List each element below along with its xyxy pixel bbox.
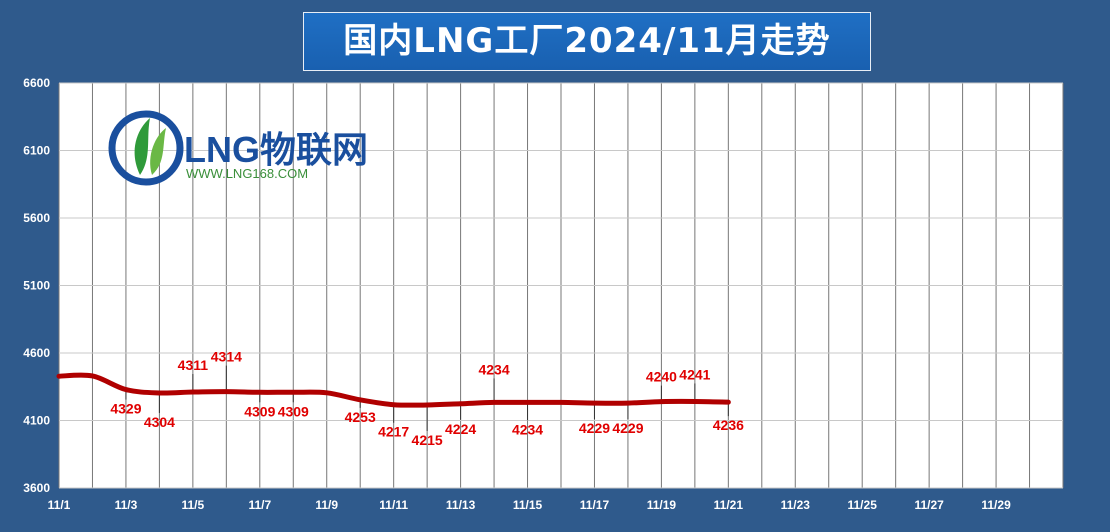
x-tick-label: 11/1	[48, 498, 71, 512]
data-label: 4309	[278, 403, 309, 419]
x-tick-label: 11/23	[781, 498, 811, 512]
data-label: 4229	[579, 420, 610, 436]
x-tick-label: 11/13	[446, 498, 476, 512]
x-tick-label: 11/25	[848, 498, 878, 512]
logo-leaf-icon	[150, 128, 166, 175]
x-tick-label: 11/9	[315, 498, 338, 512]
data-label: 4241	[679, 366, 710, 382]
x-tick-label: 11/29	[981, 498, 1011, 512]
data-label: 4314	[211, 349, 242, 365]
data-label: 4234	[478, 361, 509, 377]
x-tick-label: 11/19	[647, 498, 677, 512]
data-label: 4224	[445, 421, 476, 437]
x-tick-label: 11/21	[714, 498, 744, 512]
y-tick-label: 5100	[23, 279, 50, 293]
y-tick-label: 6600	[23, 76, 50, 90]
data-label: 4309	[244, 403, 275, 419]
data-label: 4236	[713, 417, 744, 433]
x-tick-label: 11/11	[379, 498, 408, 512]
chart-title: 国内LNG工厂2024/11月走势	[303, 12, 871, 71]
logo-brand: LNG物联网	[184, 129, 368, 170]
logo-leaf-icon	[134, 118, 150, 175]
y-tick-label: 6100	[23, 144, 50, 158]
data-label: 4240	[646, 369, 677, 385]
grid-lines	[58, 82, 1064, 489]
data-label: 4217	[378, 424, 409, 440]
y-tick-label: 5600	[23, 211, 50, 225]
logo-ring	[108, 110, 184, 186]
lng-logo: LNG物联网 WWW.LNG168.COM	[108, 110, 368, 186]
y-tick-label: 4600	[23, 346, 50, 360]
data-label: 4229	[612, 420, 643, 436]
y-axis-ticks: 3600 4100 4600 5100 5600 6100 6600	[23, 76, 50, 495]
x-axis-ticks: 11/1 11/3 11/5 11/7 11/9 11/11 11/13 11/15 11/17…	[48, 498, 1011, 512]
logo-url: WWW.LNG168.COM	[186, 166, 308, 181]
data-label: 4304	[144, 414, 175, 430]
label-leaders	[125, 365, 729, 431]
y-tick-label: 3600	[23, 481, 50, 495]
x-tick-label: 11/7	[248, 498, 271, 512]
y-tick-label: 4100	[23, 414, 50, 428]
data-label: 4329	[110, 401, 141, 417]
x-tick-label: 11/5	[182, 498, 205, 512]
data-label: 4311	[178, 357, 209, 373]
x-tick-label: 11/27	[914, 498, 944, 512]
data-label: 4215	[412, 432, 443, 448]
x-tick-label: 11/3	[115, 498, 138, 512]
data-label: 4234	[512, 421, 543, 437]
x-tick-label: 11/17	[580, 498, 610, 512]
data-label: 4253	[345, 409, 376, 425]
x-tick-label: 11/15	[513, 498, 543, 512]
series-line	[56, 372, 731, 408]
